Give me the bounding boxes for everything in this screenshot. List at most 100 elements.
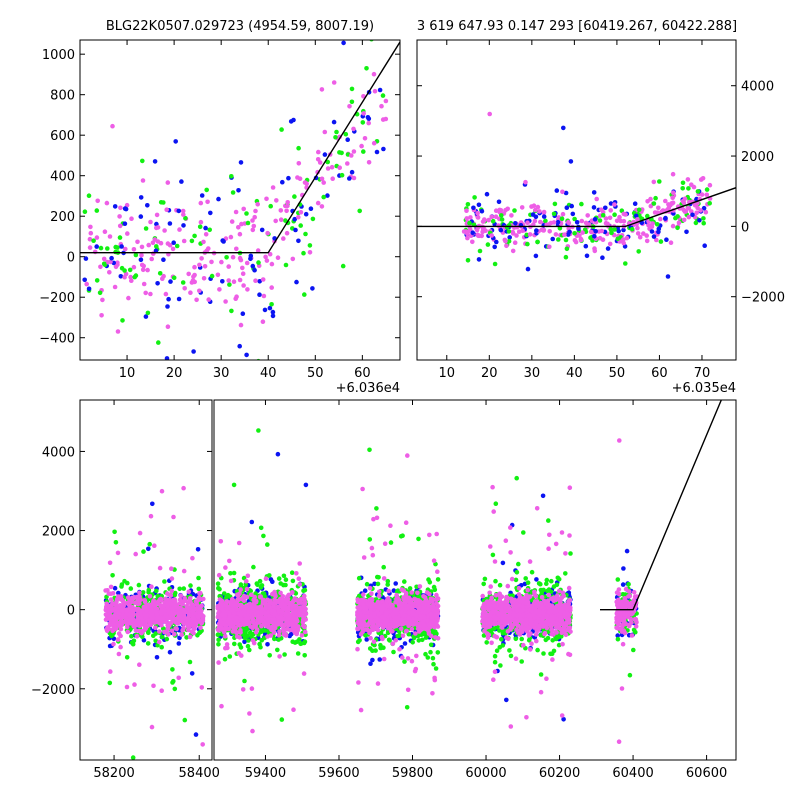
data-point [140, 634, 145, 640]
data-point [675, 225, 680, 231]
data-point [221, 609, 227, 615]
data-point [216, 572, 222, 578]
points-top-right [461, 111, 713, 279]
data-point [276, 606, 281, 611]
data-point [239, 602, 244, 608]
data-point [129, 640, 135, 645]
data-point [562, 232, 567, 237]
data-point [129, 278, 134, 284]
data-point [88, 224, 93, 230]
data-point [231, 279, 237, 285]
data-point [510, 231, 516, 236]
data-point [265, 230, 270, 236]
data-point [514, 233, 519, 238]
data-point [107, 614, 113, 620]
data-point [221, 239, 226, 244]
data-point [139, 262, 145, 268]
data-point [229, 308, 234, 314]
data-point [153, 631, 158, 636]
data-point [250, 728, 255, 734]
data-point [191, 616, 196, 622]
data-point [242, 678, 247, 684]
data-point [267, 653, 273, 658]
data-point [243, 594, 249, 600]
data-point [536, 581, 542, 586]
data-point [182, 286, 187, 291]
data-point [385, 578, 391, 584]
data-point [137, 590, 142, 596]
data-point [247, 647, 252, 653]
data-point [181, 238, 187, 244]
y-tick-label: −2000 [31, 683, 75, 698]
data-point [124, 600, 130, 606]
data-point [149, 256, 154, 262]
data-point [140, 158, 145, 164]
data-point [270, 313, 276, 319]
data-point [258, 610, 264, 615]
data-point [302, 629, 308, 635]
data-point [402, 579, 407, 584]
data-point [148, 610, 153, 615]
data-point [504, 697, 509, 703]
data-point [370, 648, 375, 653]
data-point [143, 605, 149, 611]
data-point [112, 585, 118, 591]
data-point [108, 584, 114, 590]
data-point [251, 564, 256, 570]
data-point [86, 193, 92, 198]
data-point [186, 589, 192, 594]
data-point [428, 649, 433, 655]
data-point [197, 630, 202, 636]
data-point [519, 659, 524, 664]
data-point [416, 638, 422, 643]
data-point [281, 573, 287, 579]
data-point [621, 566, 626, 571]
data-point [547, 229, 552, 234]
data-point [194, 297, 199, 303]
data-point [237, 343, 242, 349]
data-point [476, 257, 482, 262]
data-point [101, 256, 107, 262]
data-point [182, 717, 188, 723]
data-point [148, 291, 153, 297]
data-point [173, 620, 179, 625]
data-point [561, 717, 566, 722]
data-point [280, 179, 285, 185]
data-point [277, 629, 282, 634]
data-point [107, 234, 113, 239]
data-point [139, 621, 145, 627]
data-point [341, 40, 346, 46]
data-point [703, 209, 709, 215]
data-point [138, 214, 144, 219]
data-point [180, 208, 186, 214]
data-point [163, 291, 169, 297]
data-point [82, 277, 87, 283]
data-point [290, 621, 295, 626]
data-point [329, 164, 335, 170]
data-point [270, 309, 276, 315]
data-point [215, 604, 221, 609]
data-point [362, 588, 368, 593]
data-point [202, 264, 208, 269]
title-left: BLG22K0507.029723 (4954.59, 8007.19) [106, 19, 374, 34]
data-point [681, 217, 687, 223]
data-point [119, 244, 124, 249]
data-point [148, 219, 153, 225]
data-point [122, 578, 127, 584]
data-point [192, 279, 197, 285]
data-point [339, 150, 344, 156]
y-tick-label: 4000 [741, 80, 774, 95]
data-point [600, 213, 606, 218]
data-point [149, 724, 155, 730]
data-point [86, 286, 92, 292]
data-point [115, 637, 121, 642]
data-point [124, 202, 130, 208]
y-tick-label: 800 [50, 89, 75, 104]
data-point [228, 620, 234, 625]
data-point [181, 212, 186, 217]
data-point [294, 597, 299, 603]
data-point [259, 227, 265, 233]
data-point [199, 603, 204, 609]
data-point [393, 581, 399, 586]
data-point [115, 550, 121, 556]
